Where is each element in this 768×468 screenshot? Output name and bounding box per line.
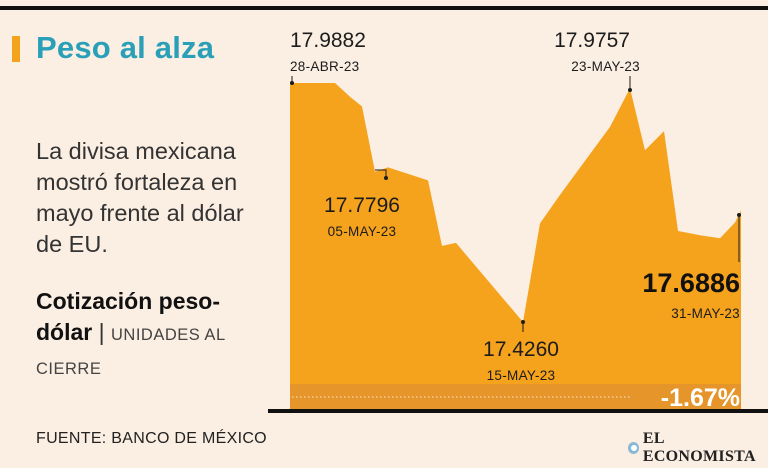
brand-logo: EL ECONOMISTA: [628, 430, 768, 466]
annotation-leader-05may: [375, 169, 387, 178]
description-text: La divisa mexicana mostró fortaleza en m…: [36, 138, 244, 257]
annotation-value-23may: 17.9757: [554, 29, 630, 52]
series-area: [290, 83, 741, 409]
subtitle-units: UNIDADES AL CIERRE: [36, 326, 226, 378]
annotation-point-31may: [737, 213, 741, 217]
annotations: 17.9882 28-ABR-23 17.7796 05-MAY-23 17.4260 1…: [290, 29, 741, 383]
logo-text: EL ECONOMISTA: [642, 430, 756, 465]
change-label: -1.67%: [661, 384, 740, 412]
annotation-point-15may: [521, 320, 525, 324]
annotation-date-31may: 31-MAY-23: [671, 306, 740, 321]
annotation-point-28abr: [290, 81, 294, 85]
annotation-point-23may: [628, 88, 632, 92]
annotation-point-05may: [384, 176, 388, 180]
annotation-date-28abr: 28-ABR-23: [290, 59, 359, 74]
logo-mark-icon: [628, 442, 639, 454]
subtitle-separator: |: [98, 319, 105, 345]
page-title: Peso al alza: [36, 30, 215, 65]
top-rule: [0, 6, 768, 10]
annotation-value-31may: 17.6886: [642, 268, 740, 298]
annotation-value-05may: 17.7796: [324, 194, 400, 217]
title-accent-bar: [12, 36, 20, 62]
annotation-value-15may: 17.4260: [483, 338, 559, 361]
annotation-value-28abr: 17.9882: [290, 29, 366, 52]
chart-baseline-rule: [268, 409, 768, 413]
chart-subtitle: Cotización peso-dólar | UNIDADES AL CIER…: [36, 286, 276, 385]
annotation-date-05may: 05-MAY-23: [328, 224, 397, 239]
annotation-date-15may: 15-MAY-23: [487, 368, 556, 383]
source-note: FUENTE: BANCO DE MÉXICO: [36, 430, 267, 447]
annotation-date-23may: 23-MAY-23: [571, 59, 640, 74]
subtitle-strong: Cotización peso-dólar: [36, 288, 221, 345]
